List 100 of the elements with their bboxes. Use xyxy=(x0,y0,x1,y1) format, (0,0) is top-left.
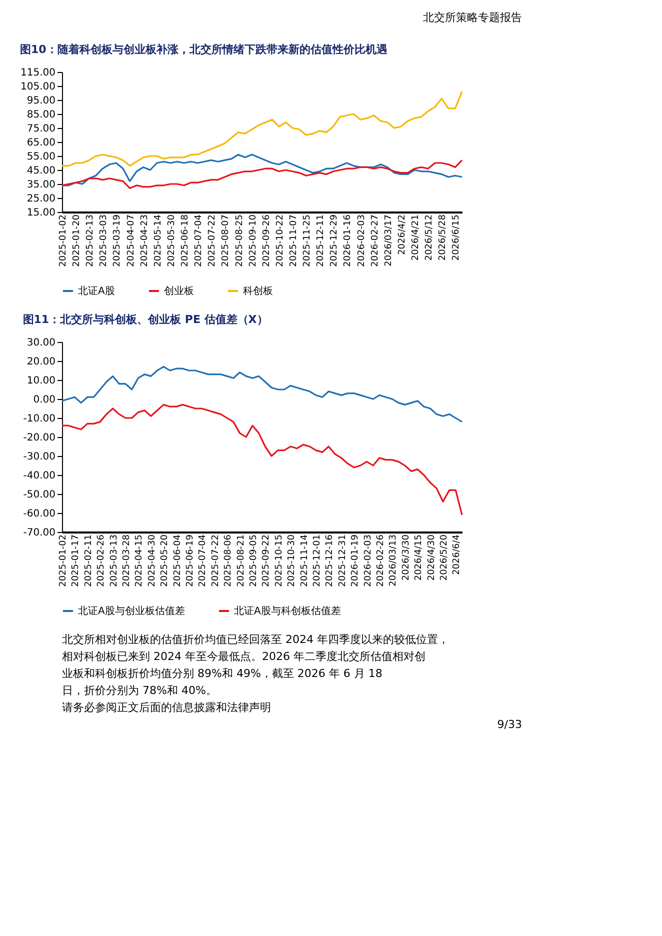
x-tick-label: 2026/6/15 xyxy=(452,214,462,261)
legend-label: 科创板 xyxy=(243,285,273,297)
x-tick-label: 2026/5/20 xyxy=(439,534,450,581)
x-tick-label: 2025-12-16 xyxy=(325,534,336,587)
line-series xyxy=(61,154,463,186)
x-tick-label: 2025-12-29 xyxy=(330,214,340,267)
x-tick-label: 2026/4/2 xyxy=(397,214,408,255)
y-tick-label: -40.00 xyxy=(23,470,56,482)
y-tick-label: 95.00 xyxy=(26,96,56,106)
x-tick-label: 2025-09-22 xyxy=(262,534,272,587)
x-tick-label: 2026/3/30 xyxy=(401,534,412,581)
y-tick-label: 0.00 xyxy=(33,394,56,406)
x-tick-label: 2025-08-21 xyxy=(236,534,246,587)
y-tick-label: 10.00 xyxy=(26,376,56,386)
x-tick-label: 2025-04-23 xyxy=(140,214,150,267)
x-tick-label: 2025-11-07 xyxy=(289,214,300,267)
x-tick-label: 2026/5/12 xyxy=(424,214,435,261)
text: 请务必参阅正文后面的信息披露和法律声明 xyxy=(62,701,271,714)
x-tick-label: 2025-08-06 xyxy=(224,534,234,587)
x-tick-label: 2025-10-30 xyxy=(287,534,298,587)
x-tick-label: 2025-03-03 xyxy=(99,214,110,267)
y-tick-label: 20.00 xyxy=(26,356,56,368)
line-series xyxy=(61,90,463,167)
x-tick-label: 2025-03-19 xyxy=(112,214,123,267)
x-tick-label: 2025-06-04 xyxy=(172,534,183,587)
x-tick-label: 2025-12-01 xyxy=(312,534,322,587)
x-tick-label: 2025-12-31 xyxy=(338,534,348,587)
x-tick-label: 2025-01-17 xyxy=(71,534,82,587)
x-tick-label: 2025-04-30 xyxy=(147,534,158,587)
line-series xyxy=(61,159,463,189)
x-tick-label: 2025-07-04 xyxy=(198,534,208,587)
x-tick-label: 2026-02-27 xyxy=(370,214,380,267)
legend-label: 北证A股 xyxy=(78,285,115,297)
text: 9/33 xyxy=(497,718,522,731)
chart-title: 图10：随着科创板与创业板补涨，北交所情绪下跌带来新的估值性价比机遇 xyxy=(20,43,388,56)
x-tick-label: 2025-05-30 xyxy=(166,214,177,267)
y-tick-label: 35.00 xyxy=(26,180,56,190)
x-tick-label: 2025-07-04 xyxy=(194,214,204,267)
y-tick-label: -60.00 xyxy=(23,508,56,520)
x-tick-label: 2025-08-07 xyxy=(221,214,232,267)
x-tick-label: 2025-11-25 xyxy=(302,214,313,267)
legend-label: 北证A股与创业板估值差 xyxy=(78,605,185,617)
x-tick-label: 2025-10-22 xyxy=(275,214,286,267)
y-tick-label: 85.00 xyxy=(26,110,56,120)
y-tick-label: -30.00 xyxy=(23,452,56,462)
x-tick-label: 2026-01-19 xyxy=(350,534,361,587)
x-tick-label: 2026-02-03 xyxy=(363,534,374,587)
y-tick-label: 105.00 xyxy=(20,82,56,92)
y-tick-label: -70.00 xyxy=(23,528,56,538)
y-tick-label: 45.00 xyxy=(26,166,56,176)
x-tick-label: 2026/03/17 xyxy=(384,214,394,266)
legend-label: 北证A股与科创板估值差 xyxy=(234,605,341,617)
x-tick-label: 2026-02-03 xyxy=(356,214,367,267)
x-tick-label: 2025-04-15 xyxy=(134,534,145,587)
x-tick-label: 2025-09-26 xyxy=(262,214,272,267)
x-tick-label: 2026/4/30 xyxy=(426,534,437,581)
x-tick-label: 2025-11-14 xyxy=(300,534,310,587)
x-tick-label: 2025-02-11 xyxy=(84,534,94,587)
text: 北交所策略专题报告 xyxy=(423,11,522,24)
x-tick-label: 2025-05-20 xyxy=(160,534,170,587)
x-tick-label: 2025-09-05 xyxy=(248,534,259,587)
y-tick-label: 65.00 xyxy=(26,138,56,148)
x-tick-label: 2026/4/15 xyxy=(414,534,424,581)
line-series xyxy=(61,366,463,423)
x-tick-label: 2025-02-26 xyxy=(96,534,107,587)
chart-title: 图11：北交所与科创板、创业板 PE 估值差（X） xyxy=(22,313,268,326)
x-tick-label: 2025-02-13 xyxy=(86,214,96,267)
x-tick-label: 2026/03/13 xyxy=(388,534,399,586)
x-tick-label: 2026-01-16 xyxy=(343,214,354,267)
x-tick-label: 2025-01-20 xyxy=(72,214,82,267)
x-tick-label: 2026-02-26 xyxy=(376,534,386,587)
y-tick-label: -20.00 xyxy=(23,432,56,444)
text: 北交所相对创业板的估值折价均值已经回落至 2024 年四季度以来的较低位置，相对科创板已来到 2024 年至今最低点。2026 年二季度北交所估值相对创业板和科创板折价均值分别 89%和 49%，截至 2026 年 6 月 18 日，折价分别为 78%和 40%。 xyxy=(62,633,449,697)
x-tick-label: 2026/4/21 xyxy=(411,214,422,261)
x-tick-label: 2025-03-13 xyxy=(109,534,120,587)
x-tick-label: 2025-03-28 xyxy=(122,534,132,587)
x-tick-label: 2025-04-07 xyxy=(126,214,136,267)
x-tick-label: 2025-06-19 xyxy=(185,534,196,587)
x-tick-label: 2025-05-14 xyxy=(153,214,164,267)
legend-label: 创业板 xyxy=(164,285,194,297)
x-tick-label: 2025-01-02 xyxy=(58,534,68,587)
x-tick-label: 2025-07-22 xyxy=(208,214,218,267)
x-tick-label: 2025-07-22 xyxy=(210,534,221,587)
y-tick-label: 25.00 xyxy=(26,194,56,204)
y-tick-label: 15.00 xyxy=(26,208,56,218)
y-tick-label: -50.00 xyxy=(23,490,56,500)
x-tick-label: 2025-06-18 xyxy=(180,214,191,267)
x-tick-label: 2026/6/4 xyxy=(452,534,462,575)
y-tick-label: 30.00 xyxy=(26,338,56,348)
y-tick-label: -10.00 xyxy=(23,414,56,424)
x-tick-label: 2025-10-15 xyxy=(274,534,284,587)
y-tick-label: 115.00 xyxy=(20,68,56,78)
x-tick-label: 2025-09-10 xyxy=(248,214,258,267)
y-tick-label: 55.00 xyxy=(26,152,56,162)
x-tick-label: 2025-01-02 xyxy=(58,214,68,267)
x-tick-label: 2025-08-25 xyxy=(234,214,245,267)
x-tick-label: 2025-12-11 xyxy=(316,214,326,267)
y-tick-label: 75.00 xyxy=(26,124,56,134)
x-tick-label: 2026/5/28 xyxy=(438,214,448,261)
line-series xyxy=(61,404,463,516)
